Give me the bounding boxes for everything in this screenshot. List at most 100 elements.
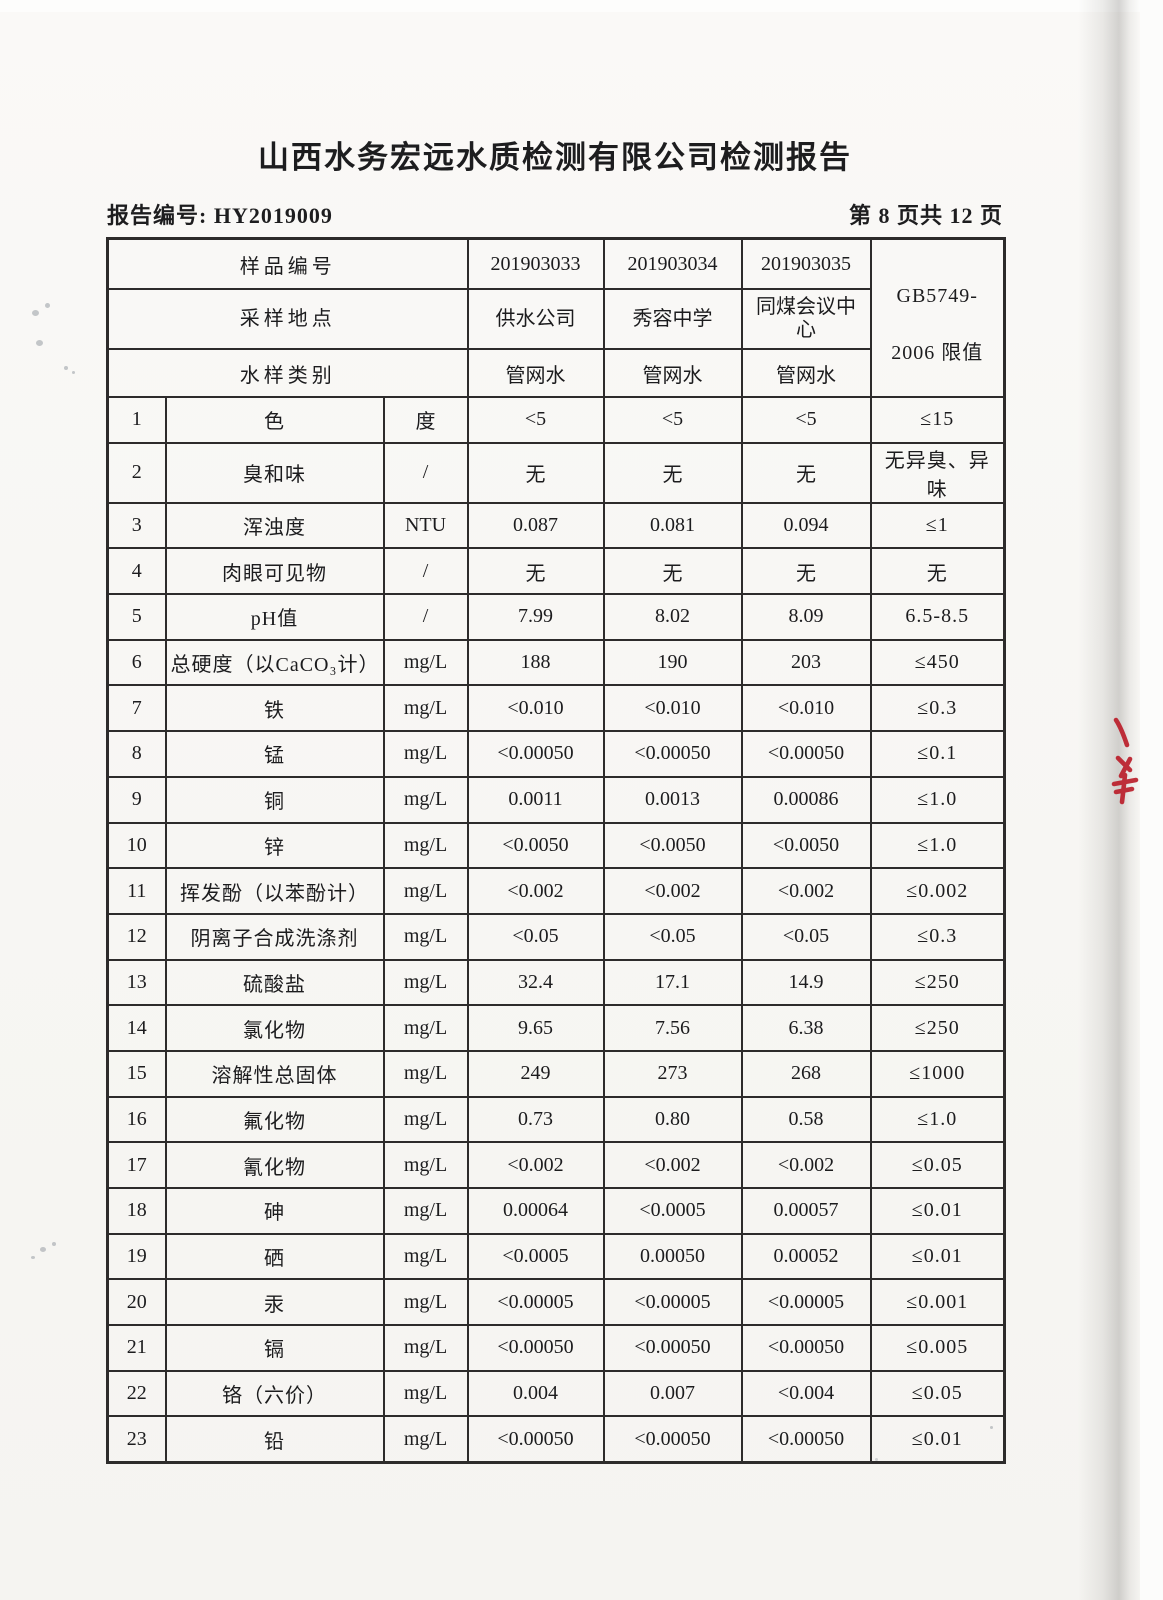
limit-value: ≤450 xyxy=(869,638,1006,687)
row-number: 9 xyxy=(106,775,167,824)
sample1-value: 0.004 xyxy=(466,1369,605,1418)
parameter-unit: mg/L xyxy=(382,1278,469,1327)
sample3-value: 8.09 xyxy=(740,593,872,641)
scan-speck xyxy=(875,1458,878,1461)
sample2-value: 0.80 xyxy=(602,1095,743,1144)
sample2-value: <0.00005 xyxy=(602,1278,743,1327)
sample3-value: 6.38 xyxy=(740,1004,872,1052)
sample2-value: <0.05 xyxy=(602,912,743,961)
result-row: 3 浑浊度 NTU 0.087 0.081 0.094 ≤1 xyxy=(106,501,1006,550)
parameter-name: 溶解性总固体 xyxy=(164,1049,385,1098)
standard-code: GB5749- xyxy=(896,285,978,307)
row-number: 17 xyxy=(106,1141,167,1189)
sample3-value: <0.00050 xyxy=(740,730,872,778)
header-row-sample-id: 样品编号 201903033 201903034 201903035 GB574… xyxy=(106,237,1006,398)
row-number: 8 xyxy=(106,730,167,778)
parameter-name: 铜 xyxy=(164,775,385,824)
report-title: 山西水务宏远水质检测有限公司检测报告 xyxy=(258,140,852,175)
row-number: 6 xyxy=(106,638,167,687)
sample3-value: 0.00086 xyxy=(740,775,872,824)
row-number: 7 xyxy=(106,684,167,733)
sample2-value: 190 xyxy=(602,638,743,687)
parameter-name: 砷 xyxy=(164,1187,385,1235)
site-2: 秀容中学 xyxy=(602,288,743,350)
result-row: 18 砷 mg/L 0.00064 <0.0005 0.00057 ≤0.01 xyxy=(106,1187,1006,1235)
sample3-value: <0.0050 xyxy=(740,821,872,870)
page-indicator: 第 8 页共 12 页 xyxy=(848,203,1003,228)
parameter-name: 氟化物 xyxy=(164,1095,385,1144)
row-number: 15 xyxy=(106,1049,167,1098)
sample1-value: <0.00005 xyxy=(466,1278,605,1327)
result-row: 5 pH值 / 7.99 8.02 8.09 6.5-8.5 xyxy=(106,593,1006,641)
sample1-value: 7.99 xyxy=(466,593,605,641)
result-row: 10 锌 mg/L <0.0050 <0.0050 <0.0050 ≤1.0 xyxy=(106,821,1006,870)
sample3-value: <0.05 xyxy=(740,912,872,961)
sample1-value: <0.00050 xyxy=(466,1415,605,1464)
sample2-value: <0.00050 xyxy=(602,730,743,778)
sample2-value: <0.002 xyxy=(602,1141,743,1189)
result-row: 23 铅 mg/L <0.00050 <0.00050 <0.00050 ≤0.… xyxy=(106,1415,1006,1464)
sample3-value: 无 xyxy=(740,547,872,596)
row-number: 12 xyxy=(106,912,167,961)
limit-value: ≤0.3 xyxy=(869,684,1006,733)
water-type-label: 水样类别 xyxy=(106,348,469,398)
result-row: 14 氯化物 mg/L 9.65 7.56 6.38 ≤250 xyxy=(106,1004,1006,1052)
parameter-unit: mg/L xyxy=(382,638,469,687)
sample3-value: 0.094 xyxy=(740,501,872,550)
row-number: 11 xyxy=(106,867,167,915)
scan-speck xyxy=(32,310,39,316)
row-number: 20 xyxy=(106,1278,167,1327)
sample3-value: 无 xyxy=(740,441,872,504)
sample3-value: 203 xyxy=(740,638,872,687)
result-row: 8 锰 mg/L <0.00050 <0.00050 <0.00050 ≤0.1 xyxy=(106,730,1006,778)
row-number: 23 xyxy=(106,1415,167,1464)
sample1-value: 32.4 xyxy=(466,958,605,1007)
limit-value: ≤1.0 xyxy=(869,821,1006,870)
site-3: 同煤会议中心 xyxy=(740,288,872,350)
parameter-name: 氰化物 xyxy=(164,1141,385,1189)
sample2-value: <0.0005 xyxy=(602,1187,743,1235)
sample3-value: <0.010 xyxy=(740,684,872,733)
limit-value: ≤1000 xyxy=(869,1049,1006,1098)
sample1-value: 249 xyxy=(466,1049,605,1098)
limit-value: ≤0.1 xyxy=(869,730,1006,778)
result-row: 20 汞 mg/L <0.00005 <0.00005 <0.00005 ≤0.… xyxy=(106,1278,1006,1327)
parameter-unit: mg/L xyxy=(382,1324,469,1372)
page-right-edge-shadow xyxy=(1078,0,1140,1600)
results-body: 1 色 度 <5 <5 <5 ≤15 2 臭和味 / 无 无 无 无异臭、异味 … xyxy=(106,396,1006,1464)
sample2-value: 无 xyxy=(602,547,743,596)
row-number: 4 xyxy=(106,547,167,596)
row-number: 18 xyxy=(106,1187,167,1235)
row-number: 2 xyxy=(106,441,167,504)
parameter-name: 镉 xyxy=(164,1324,385,1372)
sample3-value: 268 xyxy=(740,1049,872,1098)
sample1-value: 无 xyxy=(466,547,605,596)
parameter-name: 浑浊度 xyxy=(164,501,385,550)
parameter-name: 锰 xyxy=(164,730,385,778)
limit-value: ≤0.05 xyxy=(869,1369,1006,1418)
sample3-value: <0.002 xyxy=(740,1141,872,1189)
limit-value: ≤0.01 xyxy=(869,1415,1006,1464)
scan-speck xyxy=(64,366,68,370)
report-meta-row: 报告编号: HY2019009 第 8 页共 12 页 xyxy=(107,198,1003,230)
parameter-unit: NTU xyxy=(382,501,469,550)
parameter-name: 铬（六价） xyxy=(164,1369,385,1418)
row-number: 21 xyxy=(106,1324,167,1372)
result-row: 7 铁 mg/L <0.010 <0.010 <0.010 ≤0.3 xyxy=(106,684,1006,733)
limit-value: ≤0.002 xyxy=(869,867,1006,915)
parameter-unit: mg/L xyxy=(382,730,469,778)
sample3-value: <0.002 xyxy=(740,867,872,915)
parameter-name: 色 xyxy=(164,396,385,444)
parameter-name: 铅 xyxy=(164,1415,385,1464)
limit-value: ≤0.001 xyxy=(869,1278,1006,1327)
parameter-unit: / xyxy=(382,547,469,596)
red-pen-annotation xyxy=(1111,717,1139,805)
sample3-value: 0.00057 xyxy=(740,1187,872,1235)
result-row: 11 挥发酚（以苯酚计） mg/L <0.002 <0.002 <0.002 ≤… xyxy=(106,867,1006,915)
row-number: 5 xyxy=(106,593,167,641)
limit-value: ≤0.01 xyxy=(869,1232,1006,1281)
parameter-unit: 度 xyxy=(382,396,469,444)
standard-limit-label: 2006 限值 xyxy=(891,342,984,364)
sample2-value: 0.081 xyxy=(602,501,743,550)
row-number: 14 xyxy=(106,1004,167,1052)
